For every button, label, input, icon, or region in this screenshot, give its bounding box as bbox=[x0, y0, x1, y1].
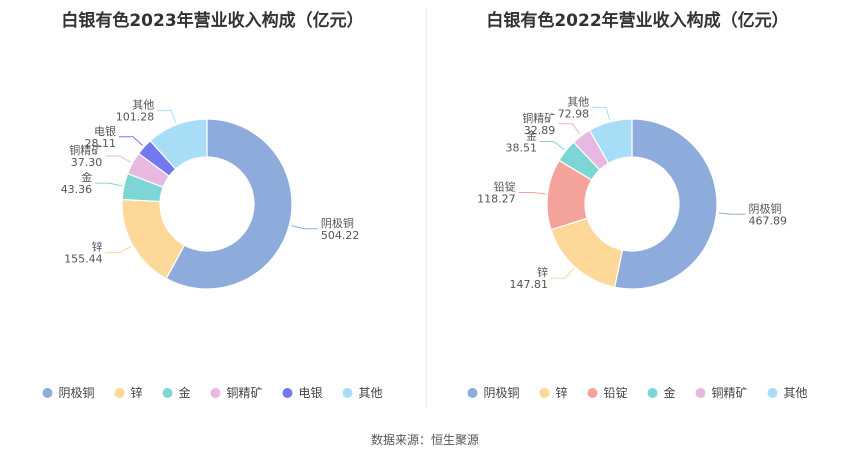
donut-chart-2022: 阴极铜467.89锌147.81铅锭118.27金38.51铜精矿32.89其他… bbox=[467, 95, 808, 400]
leader-line bbox=[291, 225, 318, 230]
leader-line bbox=[95, 182, 123, 187]
legend-label: 其他 bbox=[784, 386, 808, 400]
leader-line bbox=[105, 245, 132, 254]
legend-item[interactable]: 铜精矿 bbox=[695, 385, 748, 400]
legend-item[interactable]: 阴极铜 bbox=[42, 385, 95, 400]
legend-label: 金 bbox=[179, 385, 191, 400]
legend-label: 电银 bbox=[299, 386, 323, 400]
leader-line bbox=[551, 268, 575, 279]
legend-marker bbox=[42, 388, 53, 398]
legend-label: 其他 bbox=[359, 386, 383, 400]
slice-value-label: 28.11 bbox=[84, 137, 116, 150]
legend: 阴极铜 锌 铅锭 金 铜精矿 其他 bbox=[467, 385, 808, 400]
slice-value-label: 155.44 bbox=[64, 253, 103, 266]
leader-line bbox=[157, 110, 177, 123]
legend-label: 铜精矿 bbox=[712, 385, 748, 400]
slice-value-label: 118.27 bbox=[477, 193, 516, 206]
legend: 阴极铜 锌 金 铜精矿 电银 其他 bbox=[42, 385, 383, 400]
legend-marker bbox=[695, 388, 706, 398]
slice-value-label: 147.81 bbox=[510, 278, 549, 291]
slice-category-label: 金 bbox=[81, 170, 92, 184]
legend-marker bbox=[282, 388, 293, 398]
legend-item[interactable]: 锌 bbox=[539, 386, 568, 400]
legend-marker bbox=[162, 388, 173, 398]
legend-marker bbox=[342, 388, 353, 398]
legend-item[interactable]: 其他 bbox=[767, 386, 808, 400]
pie-slice bbox=[550, 217, 624, 288]
legend-item[interactable]: 铜精矿 bbox=[210, 385, 263, 400]
slice-category-label: 金 bbox=[526, 128, 537, 142]
slice-value-label: 467.89 bbox=[748, 214, 787, 227]
legend-label: 锌 bbox=[556, 386, 568, 400]
legend-item[interactable]: 电银 bbox=[282, 386, 323, 400]
legend-item[interactable]: 其他 bbox=[342, 386, 383, 400]
leader-line bbox=[118, 136, 143, 146]
slice-category-label: 阴极铜 bbox=[748, 201, 781, 215]
leader-line bbox=[718, 212, 746, 215]
chart-panel-2022: 白银有色2022年营业收入构成（亿元） 阴极铜 467.89 锌 147.81 铅锭 11… bbox=[425, 0, 850, 410]
legend-label: 铅锭 bbox=[604, 386, 628, 400]
slice-value-label: 37.30 bbox=[71, 156, 103, 169]
slice-category-label: 铜精矿 bbox=[522, 111, 555, 125]
pie-slice bbox=[588, 118, 633, 165]
slice-value-label: 43.36 bbox=[61, 183, 93, 196]
chart-title: 白银有色2022年营业收入构成（亿元） bbox=[486, 11, 789, 31]
legend-marker bbox=[539, 388, 550, 398]
pie-slice bbox=[613, 118, 718, 290]
panel-divider bbox=[426, 8, 427, 408]
chart-title: 白银有色2023年营业收入构成（亿元） bbox=[61, 11, 364, 31]
slice-value-label: 504.22 bbox=[321, 229, 360, 242]
slice-category-label: 锌 bbox=[92, 240, 103, 254]
legend-label: 金 bbox=[664, 385, 676, 400]
slice-category-label: 电银 bbox=[94, 124, 116, 138]
slice-category-label: 其他 bbox=[132, 99, 154, 112]
legend-marker bbox=[467, 388, 478, 398]
leader-line bbox=[539, 140, 565, 150]
slice-value-label: 32.89 bbox=[524, 124, 556, 137]
leader-line bbox=[518, 192, 546, 195]
legend-item[interactable]: 金 bbox=[162, 385, 191, 400]
pie-slice bbox=[165, 118, 293, 290]
slice-category-label: 铅锭 bbox=[494, 180, 516, 194]
leader-line bbox=[592, 106, 611, 121]
slice-value-label: 72.98 bbox=[558, 107, 590, 120]
legend-label: 阴极铜 bbox=[59, 385, 95, 400]
legend-item[interactable]: 阴极铜 bbox=[467, 385, 520, 400]
donut-chart-2023: 阴极铜504.22锌155.44金43.36铜精矿37.30电银28.11其他1… bbox=[42, 99, 383, 400]
legend-item[interactable]: 铅锭 bbox=[587, 386, 628, 400]
slice-category-label: 锌 bbox=[537, 265, 548, 279]
legend-item[interactable]: 金 bbox=[647, 385, 676, 400]
legend-label: 锌 bbox=[131, 386, 143, 400]
slice-category-label: 其他 bbox=[567, 95, 589, 108]
slice-category-label: 铜精矿 bbox=[69, 143, 102, 157]
legend-label: 铜精矿 bbox=[227, 385, 263, 400]
legend-marker bbox=[647, 388, 658, 398]
legend-marker bbox=[767, 388, 778, 398]
legend-label: 阴极铜 bbox=[484, 385, 520, 400]
legend-marker bbox=[210, 388, 221, 398]
source-note: 数据来源：恒生聚源 bbox=[370, 433, 479, 447]
slice-value-label: 101.28 bbox=[116, 111, 155, 124]
slice-value-label: 38.51 bbox=[505, 141, 537, 154]
chart-panel-2023: 白银有色2023年营业收入构成（亿元） 阴极铜 504.22 锌 155.44 金 43.… bbox=[0, 0, 425, 410]
slice-category-label: 阴极铜 bbox=[321, 216, 354, 230]
legend-item[interactable]: 锌 bbox=[114, 386, 143, 400]
leader-line bbox=[558, 123, 581, 135]
leader-line bbox=[105, 155, 131, 163]
legend-marker bbox=[587, 388, 598, 398]
pie-slice bbox=[149, 118, 208, 170]
legend-marker bbox=[114, 388, 125, 398]
